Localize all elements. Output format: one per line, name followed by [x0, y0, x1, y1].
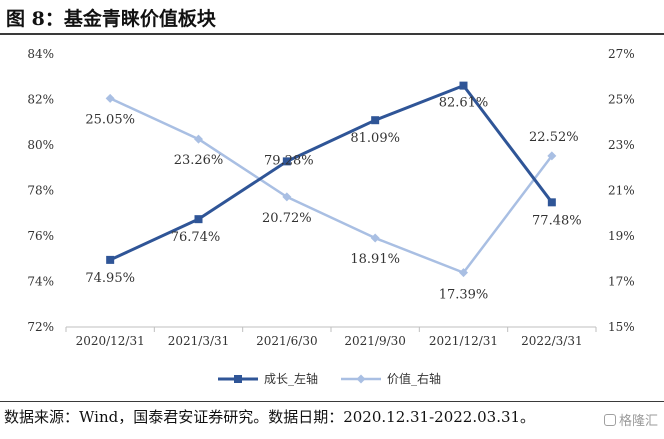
- series-lines: [109, 84, 554, 274]
- y-left-tick-label: 72%: [27, 320, 54, 334]
- x-tick-label: 2021/6/30: [256, 334, 318, 348]
- y-left-tick-label: 78%: [27, 184, 54, 198]
- x-tick-label: 2021/3/31: [168, 334, 230, 348]
- title-bar: 图 8：基金青睐价值板块: [0, 0, 664, 35]
- data-label: 76.74%: [171, 230, 221, 245]
- data-label: 18.91%: [350, 252, 400, 267]
- y-left-tick-label: 80%: [27, 138, 54, 152]
- legend-marker-square: [234, 375, 242, 383]
- chart-title: 图 8：基金青睐价值板块: [6, 8, 216, 30]
- y-right-tick-label: 23%: [608, 138, 635, 152]
- title-divider: [0, 33, 664, 35]
- marker-square: [282, 157, 291, 166]
- marker-square: [371, 116, 380, 125]
- data-labels: 74.95% 76.74% 79.28% 81.09% 82.61% 77.48% 25.0…: [85, 96, 581, 303]
- y-left-tick-label: 74%: [27, 275, 54, 289]
- legend-item-left: 成长_左轴: [218, 371, 318, 386]
- series-line-right: [109, 97, 553, 274]
- y-right-tick-label: 17%: [608, 275, 635, 289]
- x-tick-label: 2021/9/30: [344, 334, 406, 348]
- marker-diamond: [459, 268, 468, 278]
- y-left-tick-label: 84%: [27, 47, 54, 61]
- y-right-tick-label: 19%: [608, 229, 635, 243]
- legend-marker-diamond: [356, 374, 366, 384]
- x-tick-label: 2022/3/31: [521, 334, 583, 348]
- data-label: 74.95%: [85, 271, 135, 286]
- legend-label: 成长_左轴: [264, 371, 318, 386]
- line-chart: 74.95% 76.74% 79.28% 81.09% 82.61% 77.48% 25.0…: [27, 47, 634, 386]
- chart-legend: 成长_左轴 价值_右轴: [218, 371, 441, 386]
- marker-square: [547, 198, 556, 207]
- x-tick-label: 2021/12/31: [429, 334, 498, 348]
- watermark-logo-icon: [603, 413, 616, 426]
- marker-diamond: [370, 233, 380, 243]
- data-label: 79.28%: [264, 153, 314, 168]
- chart-axes: [65, 326, 597, 332]
- legend-item-right: 价值_右轴: [341, 371, 441, 386]
- data-label: 81.09%: [350, 131, 400, 146]
- data-label: 22.52%: [529, 130, 579, 145]
- y-right-tick-label: 25%: [608, 93, 635, 107]
- marker-square: [194, 215, 203, 224]
- marker-diamond: [547, 151, 557, 161]
- tick-labels: 2020/12/31 2021/3/31 2021/6/30 2021/9/30 202…: [27, 47, 634, 348]
- data-label: 25.05%: [85, 112, 135, 127]
- y-right-tick-label: 15%: [608, 320, 635, 334]
- marker-diamond: [194, 134, 203, 144]
- marker-diamond: [105, 93, 115, 103]
- marker-square: [106, 255, 115, 264]
- watermark-text: 格隆汇: [618, 414, 658, 429]
- data-label: 17.39%: [439, 288, 489, 303]
- series-line-left: [109, 84, 554, 262]
- y-right-tick-label: 21%: [608, 184, 635, 198]
- y-right-tick-label: 27%: [608, 47, 635, 61]
- y-left-tick-label: 82%: [27, 93, 54, 107]
- y-left-tick-label: 76%: [27, 229, 54, 243]
- watermark: 格隆汇: [603, 410, 658, 429]
- data-label: 82.61%: [439, 96, 489, 111]
- data-label: 77.48%: [532, 213, 582, 228]
- data-label: 20.72%: [262, 211, 312, 226]
- data-markers: [105, 81, 557, 278]
- marker-diamond: [282, 192, 292, 202]
- data-label: 23.26%: [174, 153, 224, 168]
- data-source-note: 数据来源：Wind，国泰君安证券研究。数据日期：2020.12.31-2022.…: [4, 408, 536, 426]
- x-tick-label: 2020/12/31: [76, 334, 145, 348]
- marker-square: [459, 81, 468, 90]
- legend-label: 价值_右轴: [387, 371, 441, 386]
- footer-divider: [0, 401, 664, 402]
